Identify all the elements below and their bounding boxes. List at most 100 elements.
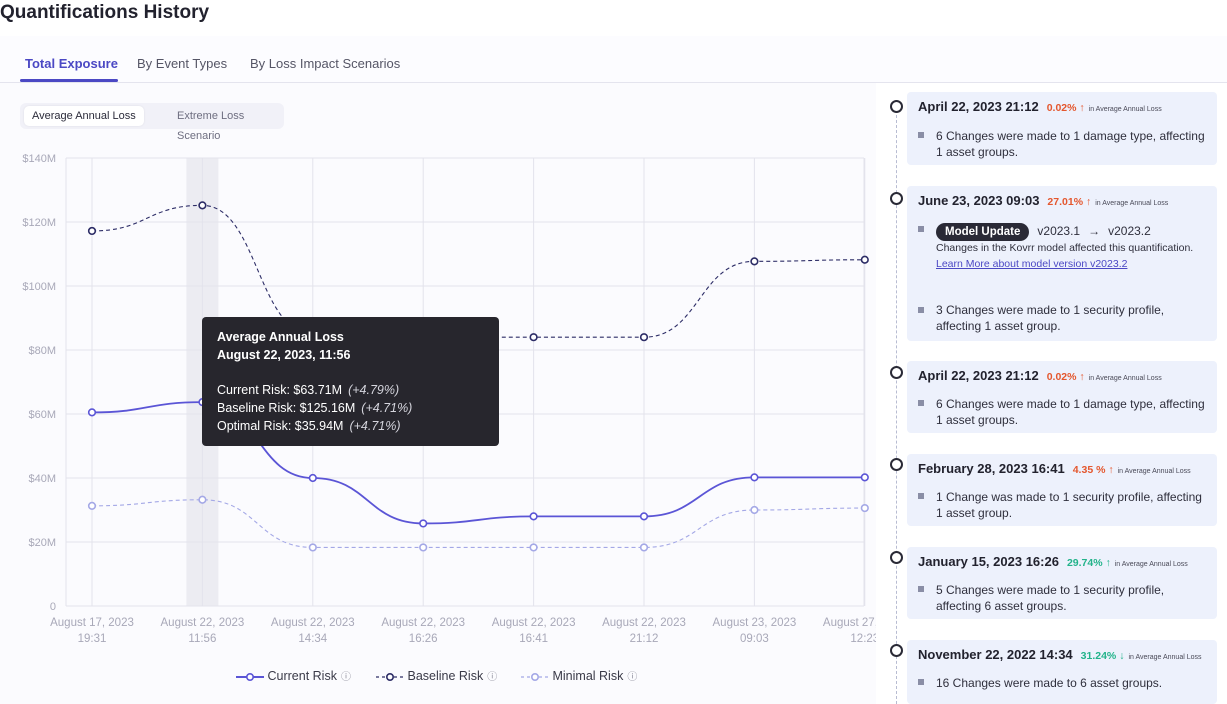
x-tick-label: August 22, 2023 bbox=[271, 617, 355, 629]
info-icon[interactable]: ⓘ bbox=[340, 672, 351, 683]
baseline-risk-line bbox=[91, 204, 865, 338]
bullet-icon bbox=[918, 400, 924, 406]
x-tick-label: August 22, 2023 bbox=[381, 617, 465, 629]
timeline-card[interactable]: June 23, 2023 09:03 27.01% ↑ in Average An… bbox=[907, 186, 1217, 341]
bullet-icon bbox=[918, 586, 924, 592]
baseline-risk-point bbox=[198, 201, 207, 210]
baseline-risk-point bbox=[750, 257, 759, 266]
x-tick-label: August 22, 2023 bbox=[161, 617, 245, 629]
timeline-dot bbox=[890, 644, 903, 657]
timeline-card[interactable]: April 22, 2023 21:12 0.02% ↑ in Average An… bbox=[907, 361, 1217, 433]
legend-minimal-risk[interactable]: Minimal Risk ⓘ bbox=[521, 668, 637, 683]
x-tick-label: 21:12 bbox=[630, 633, 659, 645]
timeline-axis bbox=[896, 100, 897, 704]
timeline-card[interactable]: January 15, 2023 16:26 29.74% ↑ in Average… bbox=[907, 547, 1217, 619]
toggle-average-annual-loss[interactable]: Average Annual Loss bbox=[24, 106, 144, 126]
x-tick-label: 19:31 bbox=[78, 633, 107, 645]
info-icon[interactable]: ⓘ bbox=[627, 672, 638, 683]
current-risk-point bbox=[639, 512, 649, 521]
y-tick-label: $60M bbox=[28, 409, 56, 421]
baseline-risk-point bbox=[860, 255, 869, 264]
change-description: 6 Changes were made to 1 damage type, af… bbox=[936, 397, 1205, 427]
change-percent: 0.02% ↑ bbox=[1046, 102, 1085, 114]
timeline-dot bbox=[890, 551, 903, 564]
minimal-risk-point bbox=[750, 505, 759, 515]
baseline-risk-point bbox=[529, 333, 538, 342]
baseline-risk-point bbox=[87, 226, 97, 236]
current-risk-point bbox=[529, 512, 538, 521]
y-tick-label: $40M bbox=[28, 473, 56, 485]
x-tick-label: August 23, 2023 bbox=[713, 617, 797, 629]
tab-bar: Total Exposure By Event Types By Loss Im… bbox=[0, 36, 1227, 83]
change-percent: 27.01% ↑ bbox=[1047, 196, 1092, 208]
x-tick-label: August 27, 2023 bbox=[823, 617, 876, 629]
timeline-card-header: April 22, 2023 21:12 0.02% ↑ in Average An… bbox=[918, 368, 1162, 383]
baseline-risk-point bbox=[639, 333, 649, 342]
tooltip-row-optimal: Optimal Risk: $35.94M (+4.71%) bbox=[217, 419, 401, 433]
info-icon[interactable]: ⓘ bbox=[487, 672, 498, 683]
timeline-dot bbox=[890, 100, 903, 113]
change-percent: 4.35 % ↑ bbox=[1072, 464, 1114, 476]
bullet-icon bbox=[918, 132, 924, 138]
minimal-risk-point bbox=[308, 543, 317, 552]
change-description: 1 Change was made to 1 security profile,… bbox=[936, 490, 1202, 520]
tooltip-row-current: Current Risk: $63.71M (+4.79%) bbox=[217, 383, 400, 397]
timeline-dot bbox=[890, 192, 903, 205]
y-tick-label: $140M bbox=[22, 153, 56, 165]
current-risk-point bbox=[87, 408, 97, 417]
x-tick-label: August 22, 2023 bbox=[602, 617, 686, 629]
y-tick-label: $80M bbox=[28, 345, 56, 357]
current-risk-point bbox=[860, 473, 869, 482]
minimal-risk-point bbox=[639, 543, 649, 552]
legend-minimal-risk-swatch bbox=[521, 672, 549, 681]
y-tick-label: $100M bbox=[22, 281, 56, 293]
legend-current-risk[interactable]: Current Risk ⓘ bbox=[236, 668, 351, 683]
change-percent: 0.02% ↑ bbox=[1046, 371, 1085, 383]
bullet-icon bbox=[918, 493, 924, 499]
timeline-card-header: February 28, 2023 16:41 4.35 % ↑ in Averag… bbox=[918, 461, 1191, 476]
timeline-card-header: November 22, 2022 14:34 31.24% ↓ in Averag… bbox=[918, 647, 1202, 662]
y-tick-label: $120M bbox=[22, 217, 56, 229]
y-tick-label: 0 bbox=[50, 601, 56, 613]
timeline-card-header: April 22, 2023 21:12 0.02% ↑ in Average An… bbox=[918, 99, 1162, 114]
x-tick-label: 11:56 bbox=[188, 633, 216, 645]
timeline-card[interactable]: April 22, 2023 21:12 0.02% ↑ in Average An… bbox=[907, 92, 1217, 165]
change-description: 16 Changes were made to 6 asset groups. bbox=[936, 676, 1163, 690]
tab-total-exposure[interactable]: Total Exposure bbox=[25, 56, 118, 71]
timeline-dot bbox=[890, 366, 903, 379]
x-tick-label: August 22, 2023 bbox=[492, 617, 576, 629]
tab-by-loss-impact-scenarios[interactable]: By Loss Impact Scenarios bbox=[250, 56, 401, 71]
minimal-risk-point bbox=[529, 543, 538, 552]
legend-baseline-risk-swatch bbox=[376, 672, 404, 681]
current-risk-point bbox=[419, 519, 428, 528]
x-tick-label: August 17, 2023 bbox=[50, 617, 134, 629]
model-update-badge: Model Update bbox=[936, 223, 1030, 241]
change-percent: 29.74% ↑ bbox=[1066, 557, 1111, 569]
tooltip-date: August 22, 2023, 11:56 bbox=[217, 348, 351, 362]
active-tab-indicator bbox=[20, 79, 118, 82]
minimal-risk-point bbox=[198, 495, 207, 504]
minimal-risk-point bbox=[419, 543, 428, 552]
chart-tooltip: Average Annual Loss August 22, 2023, 11:… bbox=[202, 317, 499, 446]
x-tick-label: 12:23 bbox=[850, 633, 876, 645]
timeline-card-header: June 23, 2023 09:03 27.01% ↑ in Average An… bbox=[918, 193, 1169, 208]
timeline-card[interactable]: February 28, 2023 16:41 4.35 % ↑ in Averag… bbox=[907, 454, 1217, 526]
timeline-card[interactable]: November 22, 2022 14:34 31.24% ↓ in Averag… bbox=[907, 640, 1217, 704]
x-tick-label: 16:41 bbox=[519, 633, 548, 645]
minimal-risk-line bbox=[91, 499, 865, 548]
model-update-block: Model Update v2023.1 → v2023.2 Changes in t… bbox=[936, 223, 1211, 272]
x-tick-label: 09:03 bbox=[740, 633, 769, 645]
bullet-icon bbox=[918, 679, 924, 685]
x-tick-label: 16:26 bbox=[409, 633, 438, 645]
metric-toggle: Average Annual Loss Extreme Loss Scenari… bbox=[20, 103, 284, 142]
change-percent: 31.24% ↓ bbox=[1080, 650, 1125, 662]
change-description: 5 Changes were made to 1 security profil… bbox=[936, 583, 1165, 613]
tab-by-event-types[interactable]: By Event Types bbox=[137, 56, 228, 71]
change-description: 6 Changes were made to 1 damage type, af… bbox=[936, 129, 1205, 159]
toggle-extreme-loss-scenario[interactable]: Extreme Loss Scenario bbox=[177, 110, 245, 142]
page-title: Quantifications History bbox=[0, 2, 210, 23]
model-version-link[interactable]: Learn More about model version v2023.2 bbox=[936, 258, 1128, 270]
timeline-card-header: January 15, 2023 16:26 29.74% ↑ in Average… bbox=[918, 554, 1188, 569]
legend-baseline-risk[interactable]: Baseline Risk ⓘ bbox=[376, 668, 497, 683]
current-risk-point bbox=[308, 473, 317, 483]
